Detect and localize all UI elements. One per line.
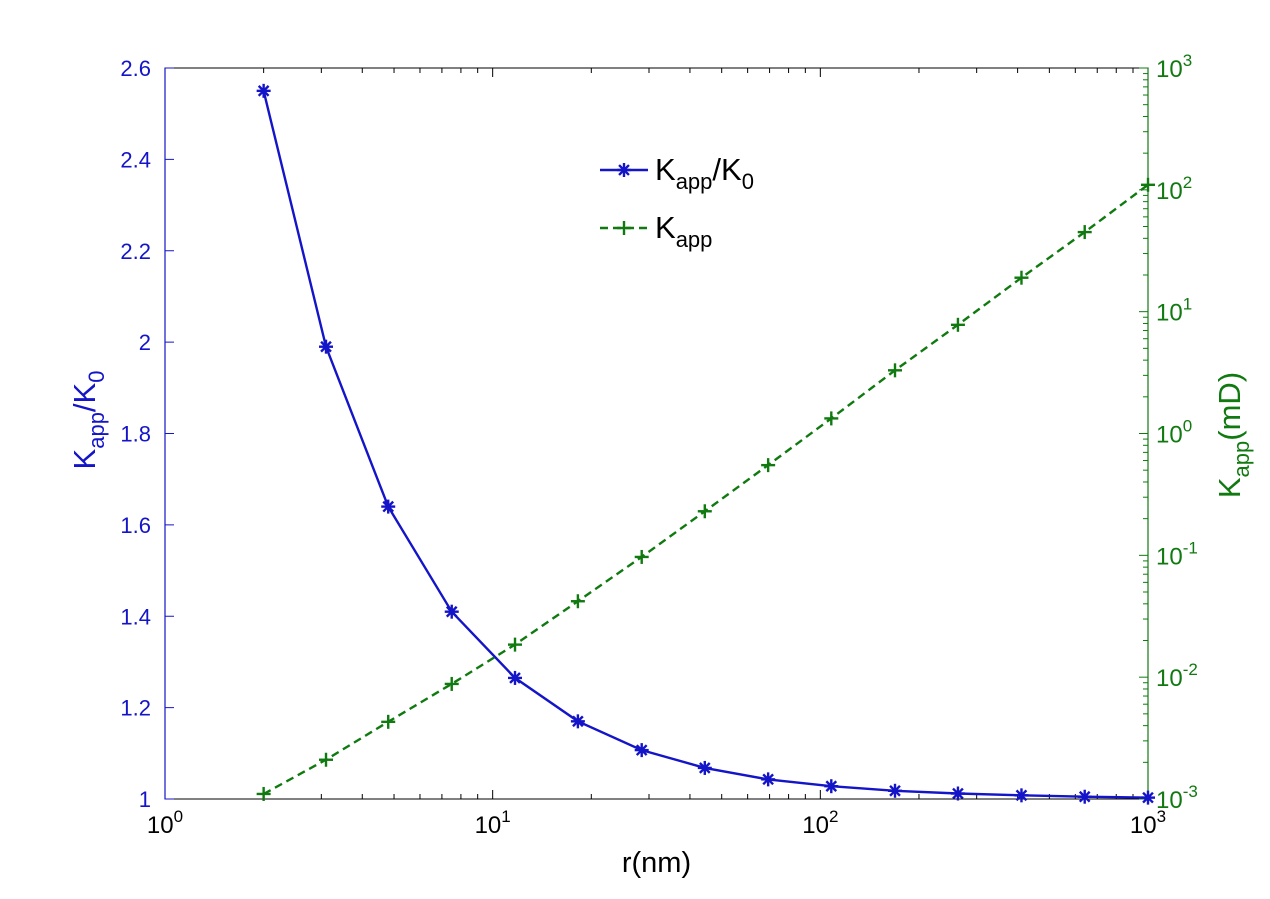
left-y-tick-label: 1 bbox=[139, 787, 151, 812]
right-y-tick-label: 10-3 bbox=[1156, 782, 1198, 814]
axis-labels: 100 101 102 103 r(nm) 1 1.2 1.4 1.6 1.8 2 2.2 2.4 2.6… bbox=[67, 51, 1254, 879]
left-y-tick-label: 2.4 bbox=[120, 147, 151, 172]
left-y-tick-label: 1.6 bbox=[120, 513, 151, 538]
right-y-tick-label: 10-2 bbox=[1156, 660, 1198, 692]
series-1-point bbox=[256, 83, 271, 98]
series-2-point bbox=[634, 549, 649, 564]
x-axis-label: r(nm) bbox=[622, 847, 691, 879]
x-tick-label: 102 bbox=[802, 807, 838, 839]
left-y-tick-label: 1.8 bbox=[120, 422, 151, 447]
series-1-point bbox=[697, 760, 712, 775]
series-1-point bbox=[1014, 788, 1029, 803]
left-y-tick-label: 2.2 bbox=[120, 239, 151, 264]
series-1-point bbox=[319, 339, 334, 354]
series-2-point bbox=[570, 594, 585, 609]
legend-marker-1 bbox=[617, 163, 631, 177]
series-1-point bbox=[444, 604, 459, 619]
legend-marker-2 bbox=[617, 221, 631, 235]
legend: Kapp/K0 Kapp bbox=[600, 152, 754, 252]
left-y-tick-label: 1.4 bbox=[120, 604, 151, 629]
series-2-point bbox=[508, 637, 523, 652]
right-y-tick-label: 10-1 bbox=[1156, 538, 1198, 570]
series-2-point bbox=[761, 458, 776, 473]
series-2-point bbox=[256, 786, 271, 801]
x-tick-label: 100 bbox=[147, 807, 183, 839]
left-y-tick-label: 1.2 bbox=[120, 696, 151, 721]
series-2-point bbox=[1141, 177, 1155, 192]
series-2-point bbox=[381, 714, 396, 729]
x-tick-label: 103 bbox=[1130, 807, 1166, 839]
series-1-point bbox=[508, 670, 523, 685]
series-2-point bbox=[697, 504, 712, 519]
legend-label-1: Kapp/K0 bbox=[655, 152, 754, 194]
series-1-point bbox=[761, 772, 776, 787]
series-1-point bbox=[634, 743, 649, 758]
left-y-tick-label: 2 bbox=[139, 330, 151, 355]
x-tick-label: 101 bbox=[475, 807, 511, 839]
series-1-point bbox=[381, 499, 396, 514]
series-2-point bbox=[319, 752, 334, 767]
right-y-tick-label: 103 bbox=[1156, 51, 1192, 83]
series-2-point bbox=[950, 317, 965, 332]
right-y-tick-label: 101 bbox=[1156, 295, 1192, 327]
left-axis-label: Kapp/K0 bbox=[67, 371, 109, 470]
right-y-tick-label: 102 bbox=[1156, 173, 1192, 205]
series-1-point bbox=[1141, 790, 1155, 805]
series-2-point bbox=[1077, 225, 1092, 240]
plot-area-frame bbox=[164, 67, 1149, 800]
series-2-point bbox=[1014, 270, 1029, 285]
series-1-point bbox=[888, 783, 903, 798]
series-1-point bbox=[1077, 789, 1092, 804]
plot-series bbox=[256, 83, 1155, 805]
right-y-tick-label: 100 bbox=[1156, 417, 1192, 449]
series-1-point bbox=[824, 779, 839, 794]
right-axis-label: Kapp(mD) bbox=[1212, 372, 1254, 498]
series-2-point bbox=[888, 363, 903, 378]
series-1-point bbox=[950, 786, 965, 801]
series-1-point bbox=[570, 714, 585, 729]
series-2-point bbox=[824, 411, 839, 426]
series-2-point bbox=[444, 676, 459, 691]
left-y-tick-label: 2.6 bbox=[120, 56, 151, 81]
legend-label-2: Kapp bbox=[655, 210, 712, 252]
